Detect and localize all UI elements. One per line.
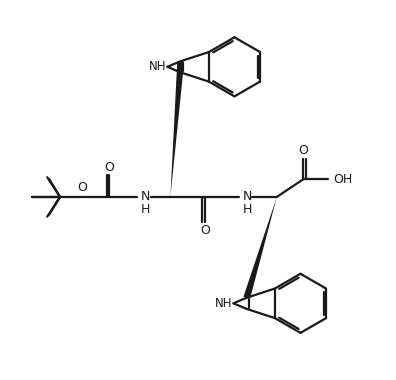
- Text: O: O: [77, 180, 87, 193]
- Text: OH: OH: [333, 173, 352, 186]
- Polygon shape: [170, 61, 184, 197]
- Text: H: H: [242, 203, 252, 216]
- Text: O: O: [299, 144, 308, 157]
- Text: NH: NH: [215, 297, 232, 310]
- Text: H: H: [141, 203, 150, 216]
- Polygon shape: [244, 197, 277, 299]
- Text: O: O: [200, 224, 210, 237]
- Text: N: N: [242, 190, 252, 203]
- Text: NH: NH: [149, 60, 166, 73]
- Text: N: N: [141, 190, 150, 203]
- Text: O: O: [105, 161, 114, 174]
